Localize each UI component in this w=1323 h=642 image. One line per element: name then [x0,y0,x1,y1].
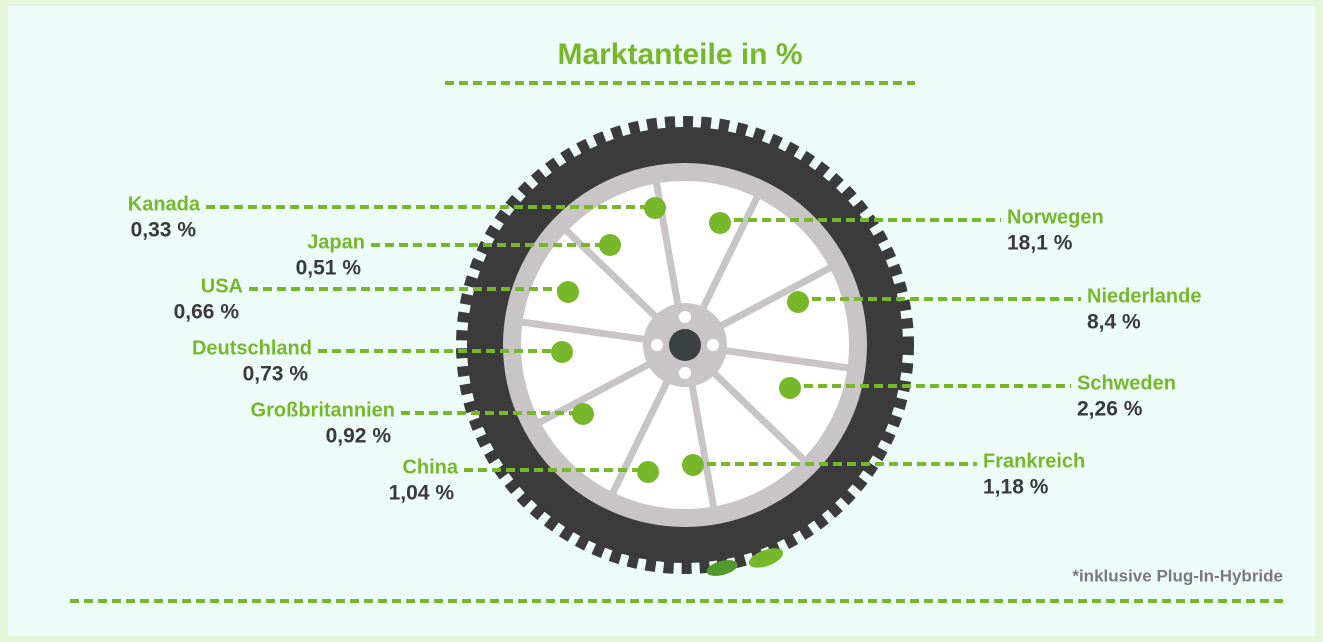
marker-dot [787,291,809,313]
share-label: 1,18 % [983,476,1049,499]
hub-hole [679,367,691,379]
footnote: *inklusive Plug-In-Hybride [1072,566,1283,585]
share-label: 0,92 % [326,425,392,448]
marker-dot [551,341,573,363]
marker-dot [682,454,704,476]
marker-dot [637,461,659,483]
share-label: 18,1 % [1007,232,1073,255]
country-label: China [402,456,458,478]
title: Marktanteile in % [557,38,802,71]
share-label: 0,73 % [243,363,309,386]
share-label: 0,51 % [296,257,362,280]
infographic: Marktanteile in % *inklusive Plug-In-Hyb… [0,0,1323,642]
share-label: 0,66 % [174,301,240,324]
marker-dot [779,377,801,399]
marker-dot [644,197,666,219]
country-label: Japan [307,231,365,253]
marker-dot [599,234,621,256]
country-label: Großbritannien [251,399,395,421]
hub-hole [651,339,663,351]
marker-dot [557,281,579,303]
hub-center [669,329,701,361]
share-label: 1,04 % [389,482,455,505]
country-label: Schweden [1077,372,1176,394]
marker-dot [572,403,594,425]
country-label: Frankreich [983,450,1085,472]
country-label: Kanada [128,193,201,215]
marker-dot [709,212,731,234]
share-label: 8,4 % [1087,311,1141,334]
country-label: USA [201,275,243,297]
hub-hole [679,311,691,323]
country-label: Deutschland [192,337,312,359]
share-label: 0,33 % [131,219,197,242]
country-label: Niederlande [1087,285,1201,307]
page: Marktanteile in % *inklusive Plug-In-Hyb… [0,0,1323,642]
share-label: 2,26 % [1077,398,1143,421]
country-label: Norwegen [1007,206,1104,228]
hub-hole [707,339,719,351]
